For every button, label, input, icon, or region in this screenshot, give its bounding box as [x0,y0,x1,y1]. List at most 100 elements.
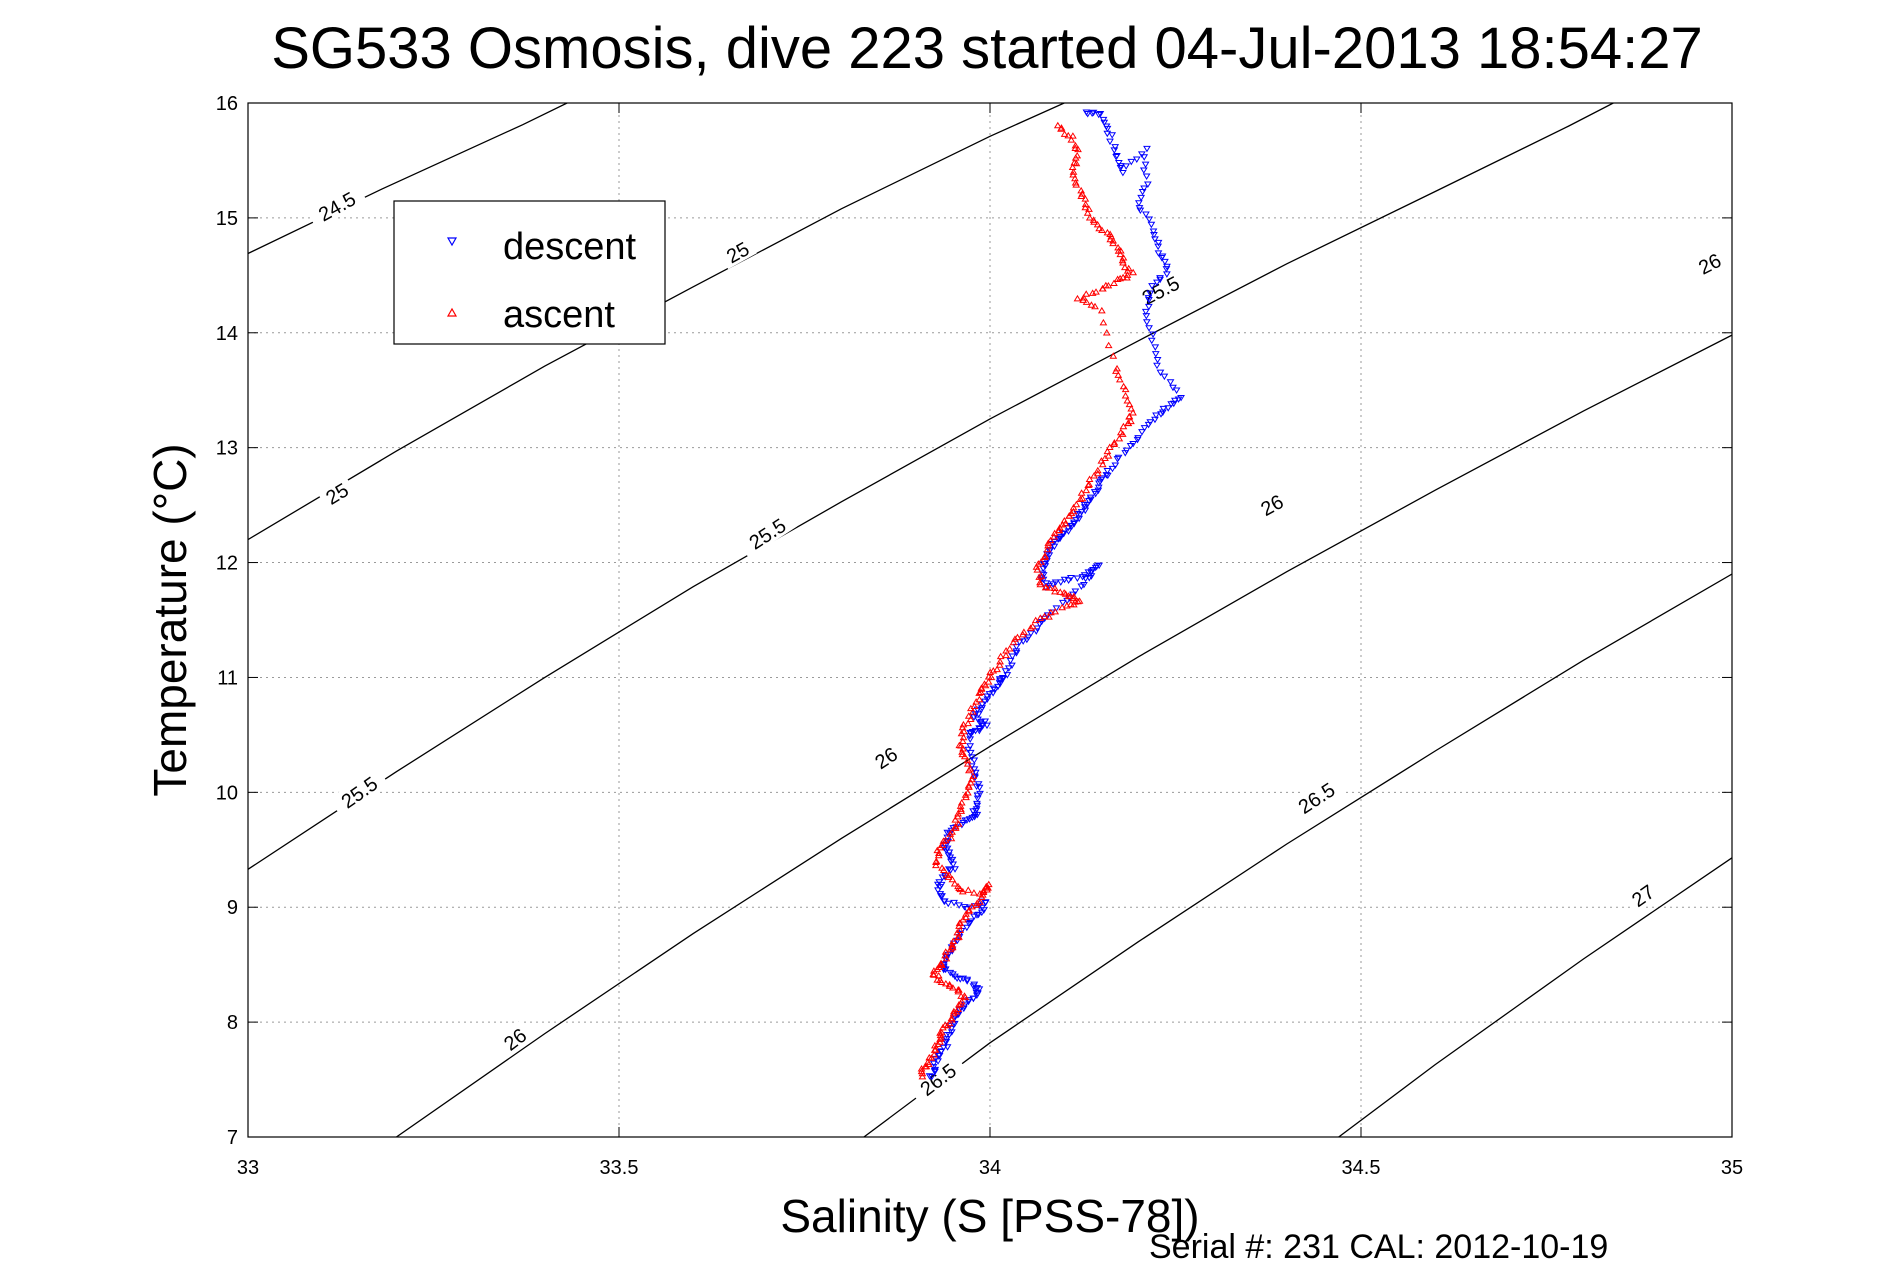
data-point [1045,584,1054,591]
data-point [1129,409,1137,416]
data-point [972,992,981,1000]
data-point [956,805,965,812]
data-point [1103,228,1112,236]
y-tick-label: 11 [217,667,238,689]
data-point [956,885,965,893]
data-point [989,666,998,674]
data-point [1050,584,1059,592]
data-point [1001,668,1010,675]
data-point [939,866,948,874]
data-point [1077,489,1086,496]
data-point [1101,281,1110,289]
data-point [964,907,973,915]
data-point [1097,306,1106,314]
data-point [1098,226,1106,233]
data-point [933,1040,942,1047]
data-point [1102,472,1111,479]
data-point [960,752,969,760]
data-point [925,1073,934,1080]
data-point [976,688,985,696]
data-point [1036,580,1045,588]
legend: descent ascent [393,200,666,345]
data-point [1069,171,1078,178]
data-point [1077,583,1086,590]
data-point [963,978,972,985]
data-point [1086,496,1095,504]
data-point [935,849,943,856]
data-point [1103,130,1112,138]
data-point [1057,125,1065,132]
data-point [965,904,974,912]
data-point [959,916,967,923]
data-point [1045,552,1054,559]
data-point [918,1069,927,1077]
data-point [1109,352,1118,359]
data-point [975,689,984,696]
data-point [1153,362,1161,370]
y-tick-label: 16 [216,93,238,115]
data-point [936,1035,944,1042]
y-tick-label: 10 [216,782,238,804]
data-point [1115,434,1124,442]
data-point [944,900,953,908]
data-point [933,965,942,972]
data-point [1082,486,1091,494]
data-point [1067,136,1076,143]
data-point [1026,624,1035,631]
data-point [1061,590,1070,597]
data-point [1043,545,1052,553]
data-point [1158,409,1167,417]
data-point [1123,271,1132,278]
data-point [1096,111,1105,118]
data-point [1109,239,1117,247]
data-point [957,807,966,814]
data-point [960,727,968,735]
data-point [934,851,943,859]
data-point [951,973,959,981]
data-point [1116,250,1125,258]
data-point [1081,195,1090,202]
data-point [1116,163,1125,170]
data-point [1093,220,1102,228]
y-tick-label: 12 [216,553,238,575]
data-point [1055,526,1064,534]
data-point [1082,298,1091,305]
data-point [1140,154,1149,161]
data-point [966,715,975,723]
data-point [977,706,986,714]
data-point [966,749,975,757]
data-point [1085,497,1093,505]
data-point [972,783,981,791]
data-point [1112,367,1120,374]
data-point [1110,440,1119,447]
x-tick-label: 34 [979,1157,1001,1179]
data-point [957,742,965,749]
data-point [1094,111,1103,119]
data-point [1074,145,1082,153]
data-point [1143,181,1152,188]
data-point [964,712,973,719]
data-point [1073,294,1082,302]
data-point [1081,575,1090,583]
data-point [961,993,970,1001]
data-point [954,810,962,817]
data-point [1051,587,1059,595]
data-point [1121,385,1130,393]
y-axis-label: Temperature (°C) [144,443,196,796]
data-point [947,1025,956,1033]
data-point [986,668,995,676]
data-point [1035,573,1044,580]
data-point [936,843,945,851]
data-point [931,1068,939,1076]
data-point [1119,382,1128,390]
data-point [1123,397,1132,404]
data-point [1079,296,1088,303]
data-point [1040,612,1049,620]
data-point [1012,648,1021,655]
data-point [940,841,949,849]
data-point [1098,284,1107,292]
data-point [1074,597,1082,605]
data-point [970,814,979,821]
data-point [1079,293,1088,301]
data-point [1064,131,1073,139]
